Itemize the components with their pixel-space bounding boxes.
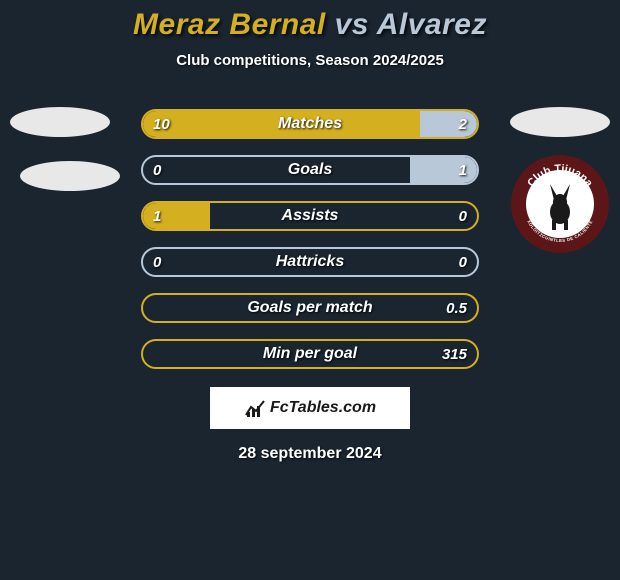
stat-bars: Matches102Goals01Assists10Hattricks00Goa… [141,109,479,369]
stat-bar-row: Matches10 2 [141,109,479,139]
title-player1: Meraz Bernal [133,8,326,41]
stat-bar-row: Goals0 1 [141,155,479,185]
bar-label: Assists [143,207,477,225]
bar-label: Goals [143,161,477,179]
bar-value-left: 0 [153,162,161,179]
stat-bar-row: Goals per match0.5 [141,293,479,323]
bar-value-right: 315 [442,346,467,363]
bar-value-left: 10 [153,116,170,133]
stat-bar-row: Assists1 0 [141,201,479,231]
bar-value-left: 0 [153,254,161,271]
bar-value-left: 1 [153,208,161,225]
stat-bar-row: Min per goal315 [141,339,479,369]
player1-badge-placeholder [10,107,110,137]
title-vs: vs [326,8,377,41]
bar-value-right: 0.5 [446,300,467,317]
bar-value-right: 0 [459,208,467,225]
bar-label: Hattricks [143,253,477,271]
player1-club-placeholder [20,161,120,191]
player2-badge-placeholder [510,107,610,137]
bar-label: Matches [143,115,477,133]
logo-text: FcTables.com [270,399,376,417]
bar-label: Min per goal [143,345,477,363]
stat-bar-row: Hattricks0 0 [141,247,479,277]
bar-value-right: 2 [459,116,467,133]
bar-label: Goals per match [143,299,477,317]
club-tijuana-icon: Club Tijuana XOLOITZCUINTLES DE CALIENTE [510,154,610,254]
bar-value-right: 1 [459,162,467,179]
comparison-infographic: Meraz Bernal vs Alvarez Club competition… [0,0,620,463]
title-player2: Alvarez [377,8,487,41]
subtitle: Club competitions, Season 2024/2025 [176,52,444,69]
bar-value-right: 0 [459,254,467,271]
chart-icon [244,397,266,419]
player2-club-logo: Club Tijuana XOLOITZCUINTLES DE CALIENTE [510,154,610,254]
stats-area: Club Tijuana XOLOITZCUINTLES DE CALIENTE… [0,109,620,369]
date-label: 28 september 2024 [238,445,381,463]
fctables-logo: FcTables.com [210,387,410,429]
page-title: Meraz Bernal vs Alvarez [133,8,487,42]
